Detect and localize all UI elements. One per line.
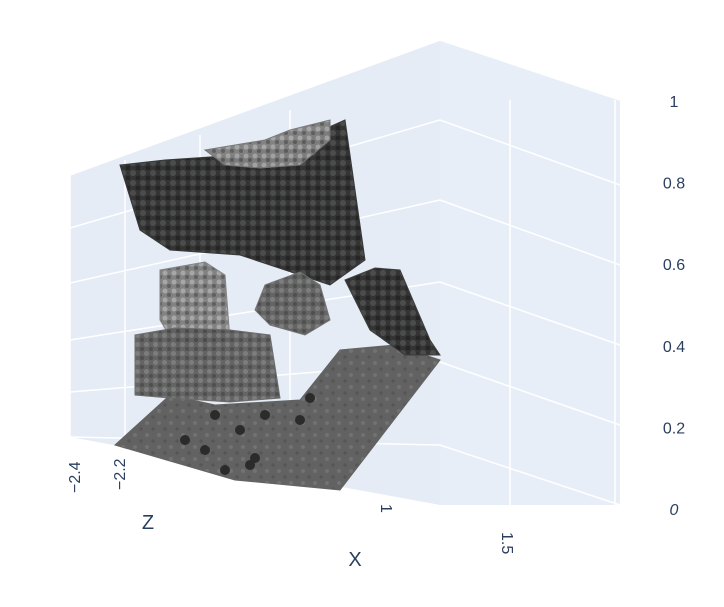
point-cloud-region-top-fragments — [203, 119, 331, 169]
y-tick-label: 1 — [670, 94, 679, 111]
right-wall-plane — [440, 40, 620, 505]
point-cloud-spot-5 — [260, 410, 270, 420]
point-cloud-spot-2 — [250, 453, 260, 463]
point-cloud-spot-0 — [210, 410, 220, 420]
point-cloud-spot-7 — [305, 393, 315, 403]
grid-line-right-4 — [439, 361, 621, 426]
point-cloud-spot-3 — [200, 445, 210, 455]
y-tick-label: 0.8 — [663, 176, 685, 193]
point-cloud-spot-9 — [180, 435, 190, 445]
point-cloud-region-center-object — [254, 271, 331, 336]
y-tick-label: 0.2 — [663, 420, 685, 437]
point-cloud-spot-8 — [245, 460, 255, 470]
point-cloud-spot-1 — [235, 425, 245, 435]
z-tick-label: −2.4 — [67, 461, 84, 493]
point-cloud-spot-4 — [220, 465, 230, 475]
z-axis-title: Z — [142, 512, 154, 534]
grid-line-right-2 — [439, 199, 621, 266]
x-tick-label: 1.5 — [498, 532, 515, 554]
x-axis-title: X — [348, 549, 361, 571]
point-cloud-region-left-lower-block — [134, 327, 281, 403]
y-tick-label: 0.4 — [663, 339, 685, 356]
y-tick-label: 0.6 — [663, 257, 685, 274]
point-cloud-region-right-panel — [344, 267, 441, 356]
y-axis-ticks: 0 0.2 0.4 0.6 0.8 1 — [663, 94, 685, 519]
grid-line-right-3 — [439, 281, 621, 346]
grid-line-right-1 — [439, 119, 621, 186]
x-tick-label: 1 — [377, 504, 394, 513]
grid-line-right-0 — [439, 39, 621, 101]
x-axis-ticks: 11.5 — [377, 504, 515, 554]
z-tick-label: −2.2 — [112, 458, 129, 490]
point-cloud-spot-6 — [295, 415, 305, 425]
y-tick-label: 0 — [670, 502, 679, 519]
z-axis-ticks: −2.4 −2.2 — [67, 458, 129, 493]
grid-line-left-0 — [69, 39, 441, 176]
point-cloud — [114, 119, 441, 491]
grid-line-right-5 — [439, 444, 621, 506]
